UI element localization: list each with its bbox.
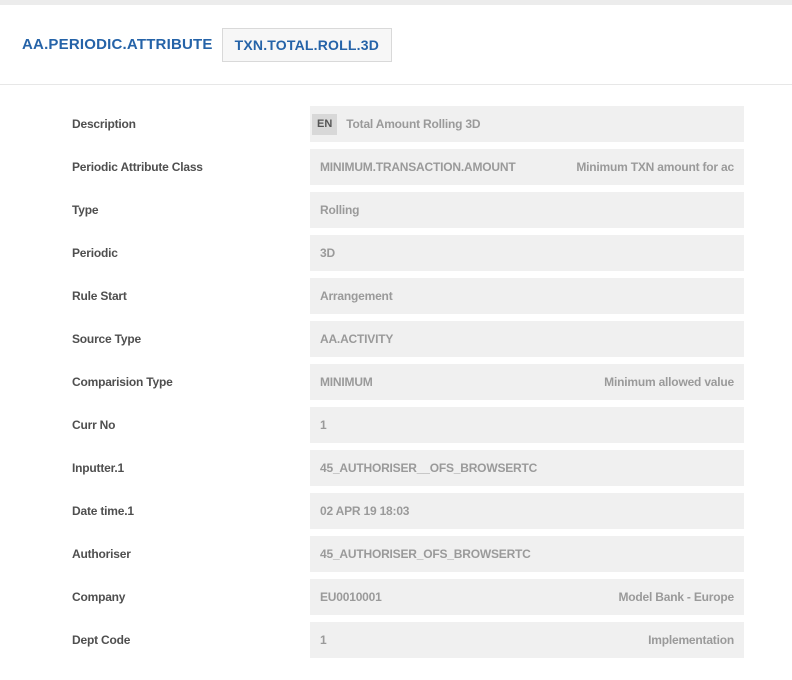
field-value-box[interactable]: EN Total Amount Rolling 3D bbox=[310, 106, 744, 142]
field-value: MINIMUM bbox=[320, 375, 373, 389]
field-value-box[interactable]: 3D bbox=[310, 235, 744, 271]
field-label: Curr No bbox=[72, 418, 116, 432]
field-enrichment: Minimum allowed value bbox=[604, 375, 734, 389]
field-value: Arrangement bbox=[320, 289, 393, 303]
field-label: Rule Start bbox=[72, 289, 127, 303]
field-label: Description bbox=[72, 117, 136, 131]
field-value: 1 bbox=[320, 418, 327, 432]
form-row-periodic: Periodic 3D bbox=[0, 235, 792, 271]
field-label: Authoriser bbox=[72, 547, 131, 561]
field-value-box[interactable]: 1 bbox=[310, 407, 744, 443]
field-label: Comparision Type bbox=[72, 375, 173, 389]
field-enrichment: Minimum TXN amount for ac bbox=[576, 160, 734, 174]
field-value: Rolling bbox=[320, 203, 360, 217]
field-value: 45_AUTHORISER__OFS_BROWSERTC bbox=[320, 461, 538, 475]
form-row-type: Type Rolling bbox=[0, 192, 792, 228]
form-row-company: Company EU0010001 Model Bank - Europe bbox=[0, 579, 792, 615]
form-row-dept-code: Dept Code 1 Implementation bbox=[0, 622, 792, 658]
form-row-inputter-1: Inputter.1 45_AUTHORISER__OFS_BROWSERTC bbox=[0, 450, 792, 486]
form-row-authoriser: Authoriser 45_AUTHORISER_OFS_BROWSERTC bbox=[0, 536, 792, 572]
field-value-box[interactable]: EU0010001 Model Bank - Europe bbox=[310, 579, 744, 615]
field-label: Dept Code bbox=[72, 633, 131, 647]
field-value: 3D bbox=[320, 246, 335, 260]
form-row-periodic-attribute-class: Periodic Attribute Class MINIMUM.TRANSAC… bbox=[0, 149, 792, 185]
form-row-curr-no: Curr No 1 bbox=[0, 407, 792, 443]
field-value: 02 APR 19 18:03 bbox=[320, 504, 410, 518]
application-title: AA.PERIODIC.ATTRIBUTE bbox=[22, 36, 213, 53]
field-value-box[interactable]: MINIMUM Minimum allowed value bbox=[310, 364, 744, 400]
language-badge: EN bbox=[312, 113, 338, 135]
field-label: Inputter.1 bbox=[72, 461, 125, 475]
record-form: Description EN Total Amount Rolling 3D P… bbox=[0, 85, 792, 658]
field-label: Date time.1 bbox=[72, 504, 134, 518]
field-value-box[interactable]: 45_AUTHORISER__OFS_BROWSERTC bbox=[310, 450, 744, 486]
form-row-description: Description EN Total Amount Rolling 3D bbox=[0, 106, 792, 142]
field-enrichment: Model Bank - Europe bbox=[618, 590, 734, 604]
field-value: MINIMUM.TRANSACTION.AMOUNT bbox=[320, 160, 516, 174]
field-label: Source Type bbox=[72, 332, 141, 346]
form-row-date-time-1: Date time.1 02 APR 19 18:03 bbox=[0, 493, 792, 529]
field-value-box[interactable]: 45_AUTHORISER_OFS_BROWSERTC bbox=[310, 536, 744, 572]
field-value-box[interactable]: 02 APR 19 18:03 bbox=[310, 493, 744, 529]
top-strip bbox=[0, 0, 792, 5]
form-row-comparision-type: Comparision Type MINIMUM Minimum allowed… bbox=[0, 364, 792, 400]
form-row-rule-start: Rule Start Arrangement bbox=[0, 278, 792, 314]
field-value-box[interactable]: Arrangement bbox=[310, 278, 744, 314]
field-value: Total Amount Rolling 3D bbox=[346, 117, 481, 131]
record-id-tab[interactable]: TXN.TOTAL.ROLL.3D bbox=[221, 27, 393, 62]
field-label: Company bbox=[72, 590, 126, 604]
field-enrichment: Implementation bbox=[648, 633, 734, 647]
field-value: 1 bbox=[320, 633, 327, 647]
field-value: AA.ACTIVITY bbox=[320, 332, 394, 346]
field-value: 45_AUTHORISER_OFS_BROWSERTC bbox=[320, 547, 531, 561]
field-value-box[interactable]: Rolling bbox=[310, 192, 744, 228]
field-value-box[interactable]: MINIMUM.TRANSACTION.AMOUNT Minimum TXN a… bbox=[310, 149, 744, 185]
record-header: AA.PERIODIC.ATTRIBUTE TXN.TOTAL.ROLL.3D bbox=[0, 5, 792, 85]
form-row-source-type: Source Type AA.ACTIVITY bbox=[0, 321, 792, 357]
field-label: Periodic bbox=[72, 246, 118, 260]
field-label: Type bbox=[72, 203, 99, 217]
field-value-box[interactable]: 1 Implementation bbox=[310, 622, 744, 658]
field-label: Periodic Attribute Class bbox=[72, 160, 203, 174]
field-value: EU0010001 bbox=[320, 590, 382, 604]
field-value-box[interactable]: AA.ACTIVITY bbox=[310, 321, 744, 357]
